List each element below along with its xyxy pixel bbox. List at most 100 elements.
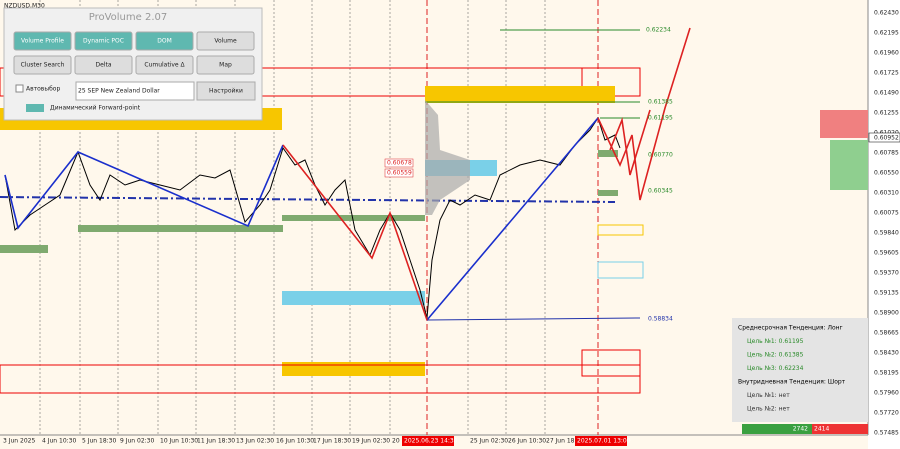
panel-button[interactable] xyxy=(13,55,72,75)
time-label: 11 Jun 18:30 xyxy=(197,438,235,445)
zone xyxy=(598,190,618,196)
time-marker: 2025.07.01 13:00 xyxy=(577,438,631,445)
info-line: Среднесрочная Тенденция: Лонг xyxy=(738,325,843,332)
wave-blue xyxy=(426,117,599,321)
time-label: 27 Jun 18: xyxy=(546,438,576,445)
price-label: 0.57485 xyxy=(874,430,899,437)
panel-button[interactable] xyxy=(135,55,194,75)
poc-line xyxy=(0,196,616,203)
price-label: 0.59840 xyxy=(874,230,899,237)
zone xyxy=(581,349,641,377)
settings-button[interactable] xyxy=(196,81,256,101)
info-line: Цель №2: нет xyxy=(747,406,790,413)
time-label: 17 Jun 18:30 xyxy=(313,438,351,445)
sell-count: 2414 xyxy=(814,426,829,433)
provolume-panel: ProVolume 2.07 Volume Profile Dynamic POC… xyxy=(3,7,263,121)
level-box xyxy=(384,158,414,168)
level-labels: 0.62234 0.61385 0.61195 0.60770 0.60345 0.588… xyxy=(384,27,673,323)
forecast xyxy=(597,27,691,201)
panel-button[interactable] xyxy=(196,31,255,51)
zone xyxy=(282,291,425,305)
info-bg xyxy=(732,318,868,422)
panel-button-label: Delta xyxy=(95,62,111,69)
panel-button[interactable] xyxy=(74,55,133,75)
info-line: Цель №2: 0.61385 xyxy=(747,352,804,359)
zone xyxy=(282,215,425,221)
symbol: NZDUSD,M30 xyxy=(4,3,45,10)
instrument: 25 SEP New Zealand Dollar xyxy=(78,88,160,95)
time-label: 4 Jun 10:30 xyxy=(42,438,76,445)
price-label: 0.58195 xyxy=(874,370,899,377)
panel-button[interactable] xyxy=(74,31,133,51)
level-label: 0.58834 xyxy=(648,316,673,323)
price-label: 0.57960 xyxy=(874,390,899,397)
time-label: 26 Jun 10:30 xyxy=(508,438,546,445)
time-label: 16 Jun 10:30 xyxy=(276,438,314,445)
info-box: Среднесрочная Тенденция: Лонг Цель №1: 0.… xyxy=(732,318,868,434)
current-price-bg xyxy=(868,132,900,143)
price-label: 0.60075 xyxy=(874,210,899,217)
buy-bar xyxy=(742,424,812,434)
panel-button-label: Volume xyxy=(214,38,237,45)
price-label: 0.58900 xyxy=(874,310,899,317)
zone xyxy=(282,362,425,376)
time-label: 20 xyxy=(392,438,400,445)
price-label: 0.60550 xyxy=(874,170,899,177)
forecast xyxy=(609,109,651,176)
toggle[interactable] xyxy=(26,104,44,112)
time-marker-bg xyxy=(402,436,454,446)
info-line: Цель №3: 0.62234 xyxy=(747,365,804,372)
panel-button-label: DOM xyxy=(157,38,172,45)
zone xyxy=(598,150,618,157)
panel-button-label: Cluster Search xyxy=(21,62,65,69)
buttons: Volume Profile Dynamic POC DOM Volume Cluste… xyxy=(13,31,255,75)
panel-button-label: Map xyxy=(219,62,232,69)
price-label: 0.61725 xyxy=(874,70,899,77)
price-label: 0.58665 xyxy=(874,330,899,337)
level-line xyxy=(426,317,641,321)
price-axis: 0.62430 0.62195 0.61960 0.61725 0.61490 0.612… xyxy=(868,10,900,437)
price-label: 0.59605 xyxy=(874,250,899,257)
level-label: 0.60559 xyxy=(387,170,412,177)
instrument-select[interactable] xyxy=(75,81,195,101)
zone xyxy=(78,225,283,232)
wave-blue xyxy=(4,144,284,230)
dom-asks xyxy=(820,110,868,138)
panel-title: ProVolume 2.07 xyxy=(89,12,168,23)
price-label: 0.58430 xyxy=(874,350,899,357)
checkbox[interactable] xyxy=(15,84,24,93)
panel-button-label: Dynamic POC xyxy=(83,38,124,45)
price-label: 0.59135 xyxy=(874,290,899,297)
panel-button[interactable] xyxy=(13,31,72,51)
info-line: Цель №1: нет xyxy=(747,392,790,399)
price-label: 0.62430 xyxy=(874,10,899,17)
time-label: 25 Jun 02:30 xyxy=(470,438,508,445)
level-box xyxy=(384,168,414,178)
time-label: 5 Jun 18:30 xyxy=(82,438,116,445)
time-label: 13 Jun 02:30 xyxy=(236,438,274,445)
zone xyxy=(0,245,48,253)
dom-bids xyxy=(830,140,868,190)
panel-button-label: Volume Profile xyxy=(21,38,64,45)
sell-bar xyxy=(812,424,868,434)
price-label: 0.61960 xyxy=(874,50,899,57)
time-marker: 2025.06.23 14:30 xyxy=(404,438,458,445)
panel-button[interactable] xyxy=(196,55,255,75)
zone xyxy=(597,261,644,279)
level-label: 0.60678 xyxy=(387,160,412,167)
volume-profile xyxy=(425,100,470,215)
info-line: Внутридневная Тенденция: Шорт xyxy=(738,379,846,386)
panel-button[interactable] xyxy=(135,31,194,51)
zone xyxy=(597,224,644,236)
price-label: 0.60785 xyxy=(874,150,899,157)
time-label: 9 Jun 02:30 xyxy=(120,438,154,445)
wave-red xyxy=(282,144,428,321)
price-label: 0.57720 xyxy=(874,410,899,417)
zone xyxy=(0,364,641,394)
price-axis-bg xyxy=(868,0,900,449)
level-label: 0.62234 xyxy=(646,27,671,34)
time-axis: 3 Jun 2025 4 Jun 10:30 5 Jun 18:30 9 Jun 02… xyxy=(3,436,631,446)
buy-count: 2742 xyxy=(793,426,808,433)
checkbox-label: Автовыбор xyxy=(26,86,60,93)
